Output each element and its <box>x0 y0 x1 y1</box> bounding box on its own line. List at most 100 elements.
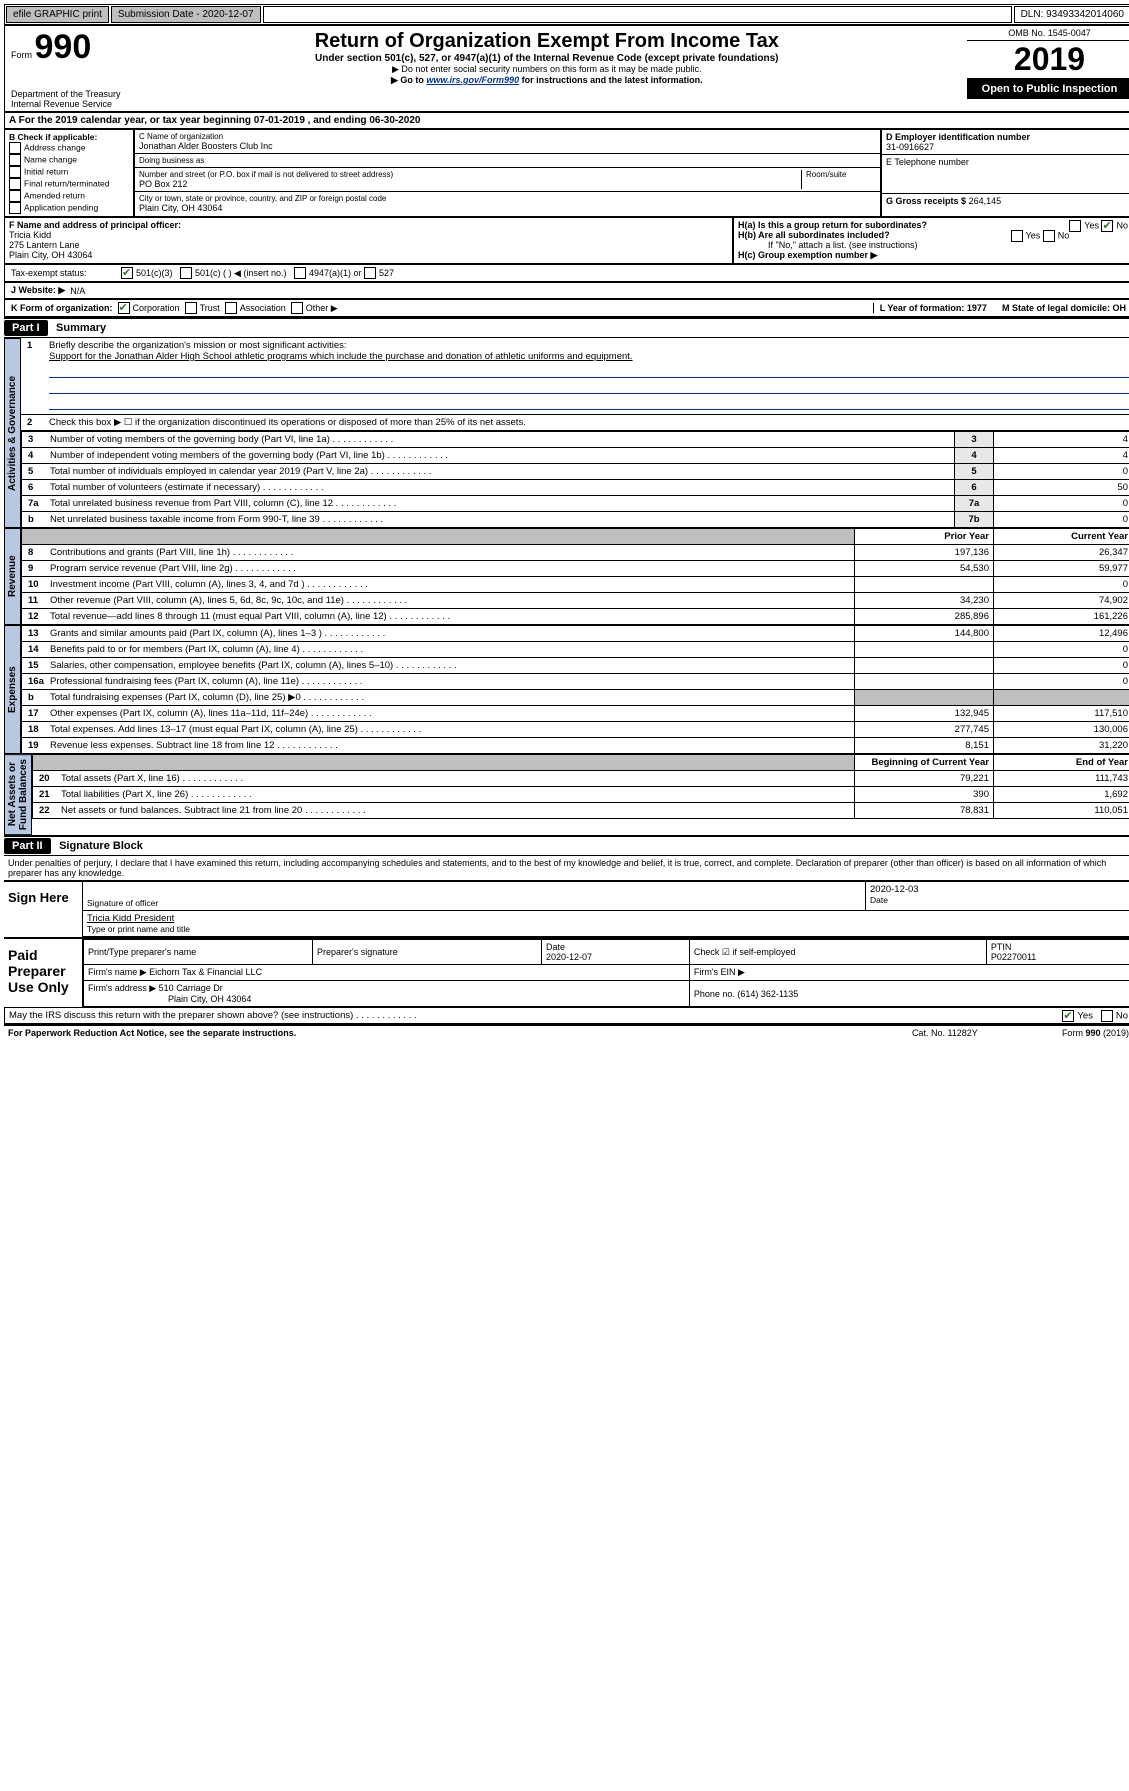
header-sub3-post: for instructions and the latest informat… <box>522 75 703 85</box>
sig-name: Tricia Kidd President <box>87 913 1128 924</box>
addr-value: PO Box 212 <box>139 179 801 189</box>
hb-note: If "No," attach a list. (see instruction… <box>738 240 1128 250</box>
section-bcde: B Check if applicable: Address change Na… <box>4 129 1129 217</box>
top-spacer <box>263 6 1012 23</box>
hc-label: H(c) Group exemption number ▶ <box>738 250 877 260</box>
header-sub2: ▶ Do not enter social security numbers o… <box>131 64 963 75</box>
top-bar: efile GRAPHIC print Submission Date - 20… <box>4 4 1129 25</box>
vlabel-rev: Revenue <box>4 528 21 625</box>
cb-other[interactable] <box>291 302 303 314</box>
box-c: C Name of organization Jonathan Alder Bo… <box>134 129 881 217</box>
gross-label: G Gross receipts $ <box>886 196 966 206</box>
website-value: N/A <box>70 286 85 296</box>
discuss-yes[interactable] <box>1062 1010 1074 1022</box>
form-title: Return of Organization Exempt From Incom… <box>131 30 963 53</box>
officer-addr1: 275 Lantern Lane <box>9 240 728 250</box>
sign-here-label: Sign Here <box>4 882 83 937</box>
checkbox-final-return[interactable] <box>9 178 21 190</box>
org-name: Jonathan Alder Boosters Club Inc <box>139 141 876 151</box>
efile-print-button[interactable]: efile GRAPHIC print <box>6 6 109 23</box>
tax-status-label: Tax-exempt status: <box>11 268 121 278</box>
cb-501c3[interactable] <box>121 267 133 279</box>
lbl-address-change: Address change <box>24 142 85 152</box>
cb-assoc[interactable] <box>225 302 237 314</box>
firm-addr1: 510 Carriage Dr <box>159 983 223 993</box>
dln: DLN: 93493342014060 <box>1014 6 1129 23</box>
ein-label: D Employer identification number <box>886 132 1128 142</box>
addr-label: Number and street (or P.O. box if mail i… <box>139 170 801 179</box>
paid-preparer-block: Paid Preparer Use Only Print/Type prepar… <box>4 937 1129 1007</box>
ha-label: H(a) Is this a group return for subordin… <box>738 220 927 230</box>
cb-527[interactable] <box>364 267 376 279</box>
ptin-value: P02270011 <box>991 952 1036 962</box>
lbl-final-return: Final return/terminated <box>24 178 110 188</box>
officer-name: Tricia Kidd <box>9 230 728 240</box>
header-sub1: Under section 501(c), 527, or 4947(a)(1)… <box>131 53 963 64</box>
perjury-text: Under penalties of perjury, I declare th… <box>4 856 1129 880</box>
box-deg: D Employer identification number 31-0916… <box>881 129 1129 217</box>
checkbox-app-pending[interactable] <box>9 202 21 214</box>
paid-prep-label: Paid Preparer Use Only <box>4 939 83 1007</box>
part2-header: Part II Signature Block <box>4 835 1129 856</box>
cb-4947[interactable] <box>294 267 306 279</box>
checkbox-name-change[interactable] <box>9 154 21 166</box>
form-header: Form 990 Department of the Treasury Inte… <box>4 25 1129 112</box>
lbl-amended: Amended return <box>24 190 85 200</box>
row-k: K Form of organization: Corporation Trus… <box>4 299 1129 317</box>
ein-value: 31-0916627 <box>886 142 1128 152</box>
prep-name-label: Print/Type preparer's name <box>84 940 313 965</box>
vlabel-ag: Activities & Governance <box>4 338 21 528</box>
ha-yes[interactable] <box>1069 220 1081 232</box>
vlabel-na: Net Assets or Fund Balances <box>4 754 32 835</box>
firm-addr2: Plain City, OH 43064 <box>88 994 251 1004</box>
footer-right: Form 990 (2019) <box>1062 1028 1129 1038</box>
sign-here-block: Sign Here Signature of officer 2020-12-0… <box>4 880 1129 937</box>
footer: For Paperwork Reduction Act Notice, see … <box>4 1024 1129 1040</box>
summary-netassets: Net Assets or Fund Balances Beginning of… <box>4 754 1129 835</box>
hb-label: H(b) Are all subordinates included? <box>738 230 890 240</box>
part2-bar: Part II <box>4 838 51 854</box>
row-a-period: A For the 2019 calendar year, or tax yea… <box>4 112 1129 129</box>
ha-no[interactable] <box>1101 220 1113 232</box>
summary-activities: Activities & Governance 1Briefly describ… <box>4 338 1129 528</box>
section-fgh: F Name and address of principal officer:… <box>4 217 1129 264</box>
hb-yes[interactable] <box>1011 230 1023 242</box>
part2-title: Signature Block <box>59 840 143 852</box>
firm-phone-label: Phone no. <box>694 989 735 999</box>
firm-addr-label: Firm's address ▶ <box>88 983 156 993</box>
dept-treasury: Department of the Treasury Internal Reve… <box>11 89 121 109</box>
irs-link[interactable]: www.irs.gov/Form990 <box>426 75 519 85</box>
hb-no[interactable] <box>1043 230 1055 242</box>
q1-value: Support for the Jonathan Alder High Scho… <box>49 351 1129 362</box>
checkbox-address-change[interactable] <box>9 142 21 154</box>
prep-self-emp: Check ☑ if self-employed <box>689 940 986 965</box>
discuss-text: May the IRS discuss this return with the… <box>9 1010 417 1021</box>
lbl-initial-return: Initial return <box>24 166 68 176</box>
box-b-head: B Check if applicable: <box>9 132 129 142</box>
discuss-no[interactable] <box>1101 1010 1113 1022</box>
dba-label: Doing business as <box>139 156 876 165</box>
submission-date: Submission Date - 2020-12-07 <box>111 6 261 23</box>
sig-date: 2020-12-03 <box>870 884 1128 895</box>
checkbox-amended[interactable] <box>9 190 21 202</box>
part1-title: Summary <box>56 322 106 334</box>
lbl-name-change: Name change <box>24 154 77 164</box>
cb-corp[interactable] <box>118 302 130 314</box>
ag-table: 3Number of voting members of the governi… <box>21 431 1129 528</box>
checkbox-initial-return[interactable] <box>9 166 21 178</box>
org-name-label: C Name of organization <box>139 132 876 141</box>
discuss-row: May the IRS discuss this return with the… <box>4 1007 1129 1024</box>
firm-phone: (614) 362-1135 <box>737 989 798 999</box>
form-word: Form <box>11 50 32 60</box>
lbl-app-pending: Application pending <box>24 202 98 212</box>
prep-date: 2020-12-07 <box>546 952 592 962</box>
tax-year: 2019 <box>967 41 1129 79</box>
room-label: Room/suite <box>806 170 876 179</box>
expenses-table: 13Grants and similar amounts paid (Part … <box>21 625 1129 754</box>
sig-officer-label: Signature of officer <box>87 898 861 908</box>
cb-trust[interactable] <box>185 302 197 314</box>
form-number: 990 <box>35 28 92 66</box>
prep-date-label: Date <box>546 942 565 952</box>
revenue-table: Prior YearCurrent Year8Contributions and… <box>21 528 1129 625</box>
cb-501c[interactable] <box>180 267 192 279</box>
